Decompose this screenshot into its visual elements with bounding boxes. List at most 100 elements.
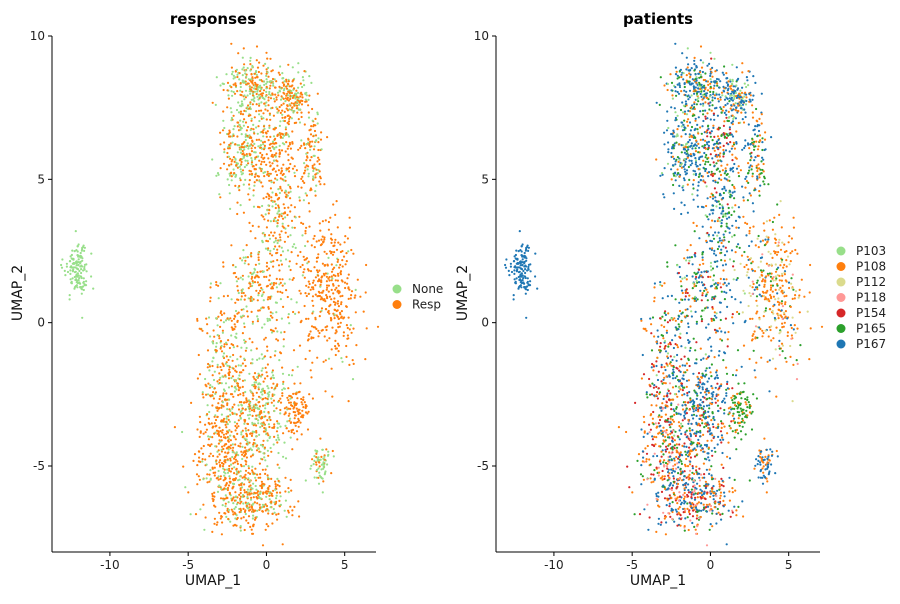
data-point — [237, 101, 239, 103]
data-point — [758, 124, 760, 126]
data-point — [726, 218, 728, 220]
data-point — [235, 506, 237, 508]
data-point — [316, 269, 318, 271]
data-point — [731, 91, 733, 93]
data-point — [688, 160, 690, 162]
data-point — [723, 214, 725, 216]
data-point — [359, 296, 361, 298]
data-point — [729, 191, 731, 193]
data-point — [724, 230, 726, 232]
data-point — [243, 292, 245, 294]
data-point — [256, 74, 258, 76]
data-point — [729, 258, 731, 260]
data-point — [208, 411, 210, 413]
data-point — [723, 145, 725, 147]
data-point — [719, 203, 721, 205]
data-point — [331, 348, 333, 350]
data-point — [275, 170, 277, 172]
data-point — [228, 484, 230, 486]
data-point — [227, 489, 229, 491]
data-point — [714, 143, 716, 145]
data-point — [207, 383, 209, 385]
data-point — [276, 108, 278, 110]
data-point — [728, 212, 730, 214]
data-point — [229, 158, 231, 160]
data-point — [319, 315, 321, 317]
data-point — [312, 295, 314, 297]
data-point — [280, 402, 282, 404]
data-point — [736, 369, 738, 371]
data-point — [675, 179, 677, 181]
data-point — [227, 178, 229, 180]
data-point — [267, 240, 269, 242]
data-point — [243, 157, 245, 159]
data-point — [722, 169, 724, 171]
data-point — [690, 153, 692, 155]
data-point — [300, 139, 302, 141]
data-point — [247, 522, 249, 524]
data-point — [222, 110, 224, 112]
data-point — [221, 516, 223, 518]
data-point — [252, 398, 254, 400]
data-point — [202, 453, 204, 455]
data-point — [697, 151, 699, 153]
data-point — [249, 86, 251, 88]
data-point — [732, 170, 734, 172]
data-point — [260, 116, 262, 118]
data-point — [335, 264, 337, 266]
data-point — [276, 165, 278, 167]
data-point — [86, 270, 88, 272]
data-point — [693, 101, 695, 103]
data-point — [262, 469, 264, 471]
data-point — [298, 515, 300, 517]
data-point — [707, 299, 709, 301]
data-point — [723, 125, 725, 127]
data-point — [340, 322, 342, 324]
data-point — [255, 264, 257, 266]
data-point — [210, 297, 212, 299]
data-point — [258, 434, 260, 436]
data-point — [308, 173, 310, 175]
data-point — [326, 276, 328, 278]
data-point — [312, 282, 314, 284]
data-point — [521, 268, 523, 270]
data-point — [278, 264, 280, 266]
data-point — [296, 112, 298, 114]
data-point — [757, 168, 759, 170]
data-point — [263, 148, 265, 150]
data-point — [224, 472, 226, 474]
data-point — [697, 185, 699, 187]
data-point — [722, 264, 724, 266]
data-point — [701, 299, 703, 301]
data-point — [513, 294, 515, 296]
data-point — [256, 45, 258, 47]
data-point — [190, 513, 192, 515]
data-point — [273, 410, 275, 412]
data-point — [218, 479, 220, 481]
data-point — [706, 112, 708, 114]
data-point — [272, 513, 274, 515]
data-point — [729, 141, 731, 143]
data-point — [273, 427, 275, 429]
data-point — [266, 398, 268, 400]
data-point — [334, 314, 336, 316]
data-point — [258, 259, 260, 261]
data-point — [745, 176, 747, 178]
data-point — [752, 143, 754, 145]
data-point — [662, 193, 664, 195]
data-point — [711, 240, 713, 242]
data-point — [244, 391, 246, 393]
data-point — [720, 99, 722, 101]
data-point — [265, 367, 267, 369]
data-point — [221, 446, 223, 448]
data-point — [265, 105, 267, 107]
data-point — [721, 188, 723, 190]
data-point — [225, 319, 227, 321]
data-point — [713, 113, 715, 115]
data-point — [246, 438, 248, 440]
data-point — [317, 275, 319, 277]
data-point — [281, 389, 283, 391]
data-point — [300, 320, 302, 322]
data-point — [216, 524, 218, 526]
data-point — [234, 500, 236, 502]
